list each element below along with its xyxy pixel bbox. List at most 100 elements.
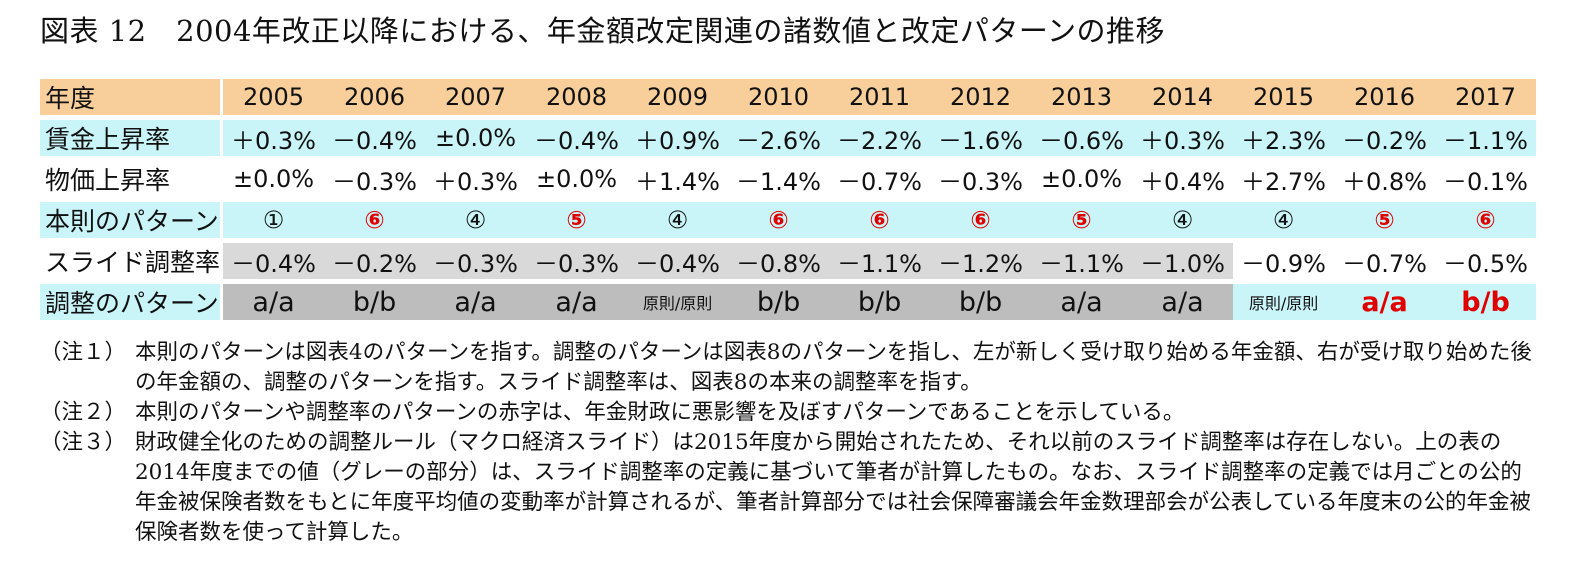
pattern-cell: ④ — [425, 202, 527, 238]
price-cell: ＋2.7% — [1233, 161, 1335, 197]
pattern-row-label: 本則のパターン — [40, 202, 224, 238]
slide-cell: －0.5% — [1435, 243, 1537, 279]
year-row: 年度 2005 2006 2007 2008 2009 2010 2011 2012 2013 2… — [40, 79, 1537, 115]
slide-cell: －0.3% — [425, 243, 527, 279]
price-row: 物価上昇率 ±0.0% －0.3% ＋0.3% ±0.0% ＋1.4% －1.4% －0.7… — [40, 161, 1537, 197]
note-text: 財政健全化のための調整ルール（マクロ経済スライド）は2015年度から開始されたた… — [135, 430, 1532, 545]
adjust-cell: b/b — [829, 284, 931, 320]
price-cell: －1.4% — [728, 161, 830, 197]
adjust-cell: b/b — [930, 284, 1032, 320]
slide-cell: －1.1% — [1031, 243, 1133, 279]
slide-cell: －1.0% — [1132, 243, 1234, 279]
price-cell: －0.3% — [324, 161, 426, 197]
price-cell: ＋0.4% — [1132, 161, 1234, 197]
wage-cell: －1.6% — [930, 120, 1032, 156]
wage-cell: ±0.0% — [425, 120, 527, 156]
slide-cell: －0.8% — [728, 243, 830, 279]
price-row-label: 物価上昇率 — [40, 161, 224, 197]
slide-cell: －1.2% — [930, 243, 1032, 279]
year-cell: 2006 — [324, 79, 426, 115]
year-cell: 2008 — [526, 79, 628, 115]
pattern-cell: ① — [223, 202, 325, 238]
wage-cell: －0.6% — [1031, 120, 1133, 156]
price-cell: －0.7% — [829, 161, 931, 197]
pattern-cell: ⑤ — [526, 202, 628, 238]
pattern-cell: ⑥ — [1435, 202, 1537, 238]
adjust-cell: b/b — [324, 284, 426, 320]
slide-cell: －0.4% — [627, 243, 729, 279]
pattern-cell: ④ — [1132, 202, 1234, 238]
note-label: （注１） — [40, 340, 127, 365]
note-label: （注３） — [40, 430, 127, 455]
adjust-row: 調整のパターン a/a b/b a/a a/a 原則/原則 b/b b/b b/b a/a a/a… — [40, 284, 1537, 320]
year-cell: 2010 — [728, 79, 830, 115]
slide-cell: －0.9% — [1233, 243, 1335, 279]
wage-cell: ＋0.9% — [627, 120, 729, 156]
wage-cell: －0.4% — [324, 120, 426, 156]
note-text: 本則のパターンや調整率のパターンの赤字は、年金財政に悪影響を及ぼすパターンである… — [135, 400, 1185, 425]
adjust-row-label: 調整のパターン — [40, 284, 224, 320]
adjust-cell: a/a — [223, 284, 325, 320]
year-cell: 2017 — [1435, 79, 1537, 115]
pattern-cell: ⑥ — [829, 202, 931, 238]
wage-row-label: 賃金上昇率 — [40, 120, 224, 156]
price-cell: －0.3% — [930, 161, 1032, 197]
wage-cell: ＋0.3% — [1132, 120, 1234, 156]
price-cell: ＋0.3% — [425, 161, 527, 197]
adjust-cell: b/b — [1435, 284, 1537, 320]
wage-row: 賃金上昇率 ＋0.3% －0.4% ±0.0% －0.4% ＋0.9% －2.6% －2.2… — [40, 120, 1537, 156]
wage-cell: －0.4% — [526, 120, 628, 156]
price-cell: ＋1.4% — [627, 161, 729, 197]
slide-cell: －0.7% — [1334, 243, 1436, 279]
slide-row-label: スライド調整率 — [40, 243, 224, 279]
wage-cell: －0.2% — [1334, 120, 1436, 156]
price-cell: ±0.0% — [223, 161, 325, 197]
pattern-cell: ⑤ — [1334, 202, 1436, 238]
slide-cell: －0.3% — [526, 243, 628, 279]
adjust-cell: a/a — [1334, 284, 1436, 320]
pension-table: 年度 2005 2006 2007 2008 2009 2010 2011 2012 2013 2… — [40, 74, 1537, 325]
year-cell: 2005 — [223, 79, 325, 115]
adjust-cell: 原則/原則 — [627, 284, 729, 320]
note-3: （注３） 財政健全化のための調整ルール（マクロ経済スライド）は2015年度から開… — [40, 428, 1540, 548]
pattern-cell: ⑤ — [1031, 202, 1133, 238]
adjust-cell: a/a — [425, 284, 527, 320]
year-cell: 2007 — [425, 79, 527, 115]
wage-cell: －1.1% — [1435, 120, 1537, 156]
adjust-cell: a/a — [526, 284, 628, 320]
adjust-cell: a/a — [1031, 284, 1133, 320]
price-cell: ＋0.8% — [1334, 161, 1436, 197]
figure-title: 図表 12 2004年改正以降における、年金額改定関連の諸数値と改定パターンの推… — [40, 14, 1165, 48]
year-cell: 2009 — [627, 79, 729, 115]
year-cell: 2014 — [1132, 79, 1234, 115]
adjust-cell: a/a — [1132, 284, 1234, 320]
slide-cell: －0.2% — [324, 243, 426, 279]
pattern-cell: ④ — [1233, 202, 1335, 238]
wage-cell: －2.6% — [728, 120, 830, 156]
year-cell: 2015 — [1233, 79, 1335, 115]
price-cell: ±0.0% — [526, 161, 628, 197]
wage-cell: ＋0.3% — [223, 120, 325, 156]
price-cell: －0.1% — [1435, 161, 1537, 197]
wage-cell: ＋2.3% — [1233, 120, 1335, 156]
adjust-cell: b/b — [728, 284, 830, 320]
pattern-cell: ⑥ — [324, 202, 426, 238]
pattern-cell: ⑥ — [930, 202, 1032, 238]
price-cell: ±0.0% — [1031, 161, 1133, 197]
year-cell: 2013 — [1031, 79, 1133, 115]
slide-cell: －0.4% — [223, 243, 325, 279]
note-label: （注２） — [40, 400, 127, 425]
note-2: （注２） 本則のパターンや調整率のパターンの赤字は、年金財政に悪影響を及ぼすパタ… — [40, 398, 1540, 428]
pattern-cell: ⑥ — [728, 202, 830, 238]
notes-section: （注１） 本則のパターンは図表4のパターンを指す。調整のパターンは図表8のパター… — [40, 338, 1540, 548]
adjust-cell: 原則/原則 — [1233, 284, 1335, 320]
slide-cell: －1.1% — [829, 243, 931, 279]
year-cell: 2012 — [930, 79, 1032, 115]
slide-row: スライド調整率 －0.4% －0.2% －0.3% －0.3% －0.4% －0.8% －1… — [40, 243, 1537, 279]
year-cell: 2011 — [829, 79, 931, 115]
year-cell: 2016 — [1334, 79, 1436, 115]
pattern-cell: ④ — [627, 202, 729, 238]
year-header-label: 年度 — [40, 79, 224, 115]
note-1: （注１） 本則のパターンは図表4のパターンを指す。調整のパターンは図表8のパター… — [40, 338, 1540, 398]
